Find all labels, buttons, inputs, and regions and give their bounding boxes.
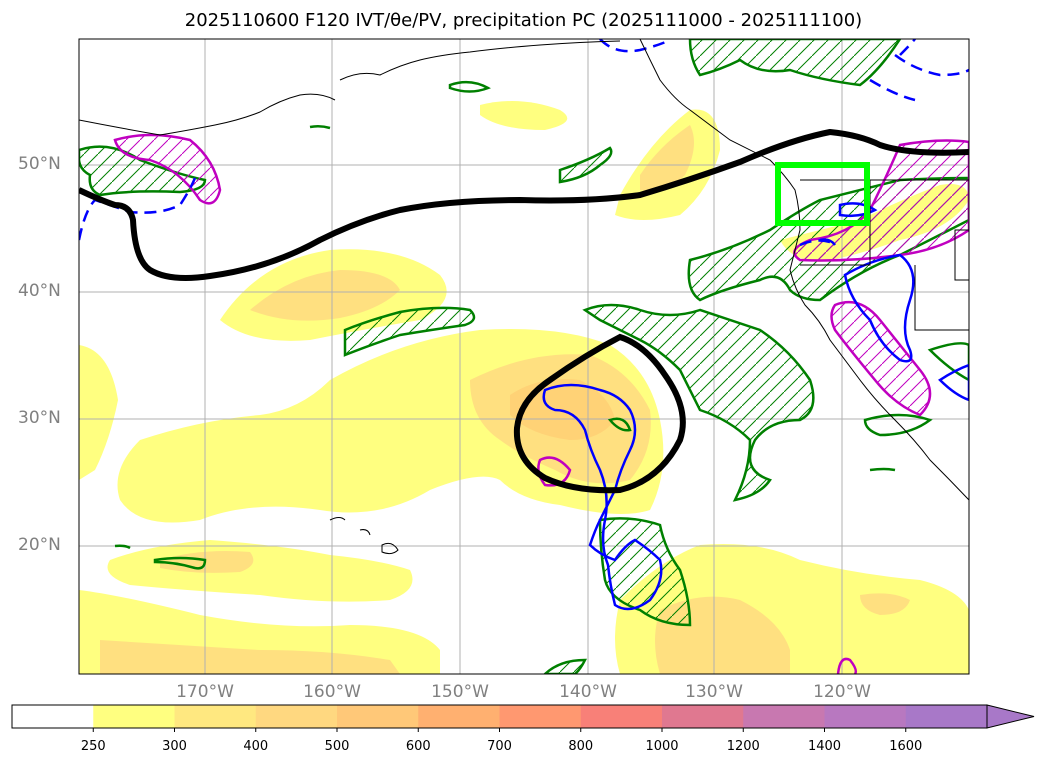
colorbar-segment xyxy=(743,705,825,728)
lon-label-170w: 170°W xyxy=(176,682,234,702)
precip-negative-contours xyxy=(79,39,969,611)
lat-label-30n: 30°N xyxy=(18,408,61,428)
colorbar-tick-label: 1000 xyxy=(645,739,679,754)
colorbar-segment xyxy=(255,705,338,728)
colorbar-segment xyxy=(93,705,175,728)
colorbar-tick-label: 1200 xyxy=(726,739,760,754)
lon-label-160w: 160°W xyxy=(303,682,361,702)
lon-label-120w: 120°W xyxy=(813,682,871,702)
colorbar-segment xyxy=(174,705,257,728)
colorbar-tick-label: 1600 xyxy=(889,739,923,754)
colorbar-tick-label: 600 xyxy=(405,739,431,754)
colorbar-tick-label: 700 xyxy=(487,739,512,754)
precip-positive-outlines xyxy=(114,80,969,570)
target-region-box xyxy=(775,162,870,226)
colorbar-segment xyxy=(418,705,500,728)
colorbar-tick-label: 300 xyxy=(162,739,187,754)
lon-label-130w: 130°W xyxy=(685,682,743,702)
colorbar-segment xyxy=(824,705,907,728)
colorbar-segment xyxy=(12,705,94,728)
colorbar-segment xyxy=(580,705,663,728)
colorbar-tick-label: 400 xyxy=(243,739,269,754)
colorbar-tick-label: 250 xyxy=(80,739,106,754)
figure-title: 2025110600 F120 IVT/θe/PV, precipitation… xyxy=(184,10,863,31)
map-layers xyxy=(79,39,969,674)
colorbar-segment xyxy=(499,705,582,728)
lat-label-40n: 40°N xyxy=(18,281,61,301)
colorbar-extension xyxy=(986,704,1035,729)
lon-label-140w: 140°W xyxy=(559,682,617,702)
colorbar xyxy=(11,704,1035,732)
lat-label-50n: 50°N xyxy=(18,154,61,174)
map-frame xyxy=(78,38,970,675)
lat-label-20n: 20°N xyxy=(18,535,61,555)
pv-contours xyxy=(79,128,969,494)
colorbar-tick-label: 1400 xyxy=(807,739,842,754)
colorbar-tick-label: 800 xyxy=(568,739,594,754)
colorbar-segment xyxy=(905,705,988,728)
colorbar-segment xyxy=(337,705,419,728)
colorbar-segment xyxy=(662,705,744,728)
lon-label-150w: 150°W xyxy=(431,682,489,702)
colorbar-tick-label: 500 xyxy=(324,739,350,754)
